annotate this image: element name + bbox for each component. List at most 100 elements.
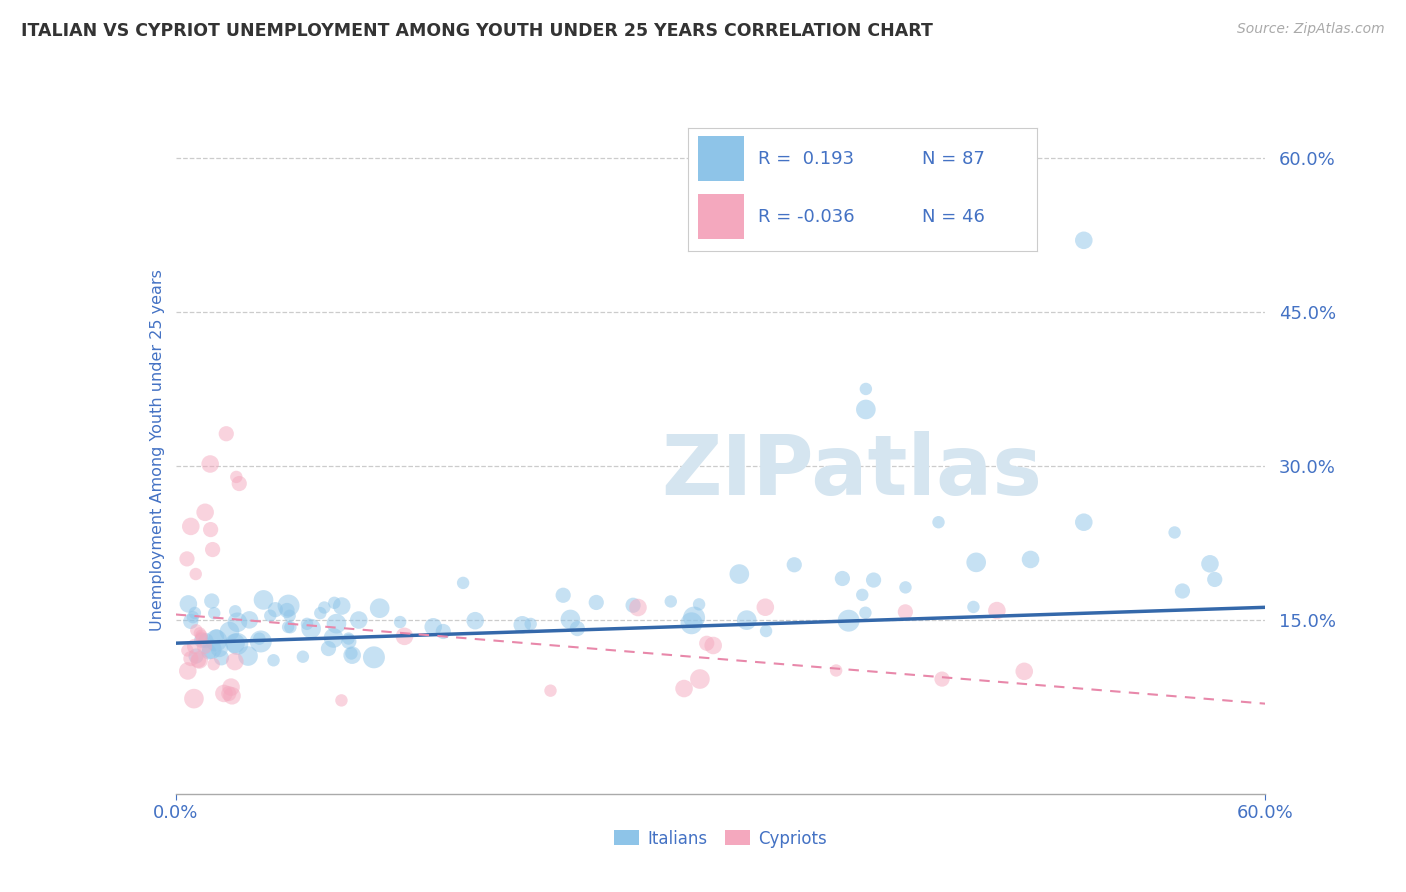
Point <box>184 567 207 582</box>
Point <box>221 689 243 703</box>
Point <box>314 600 336 615</box>
Point <box>218 624 240 639</box>
Point <box>219 680 242 694</box>
Point <box>184 648 207 663</box>
Point <box>198 457 221 471</box>
Point <box>318 641 340 656</box>
Point <box>928 515 950 529</box>
Point <box>323 596 346 610</box>
Point <box>198 645 221 659</box>
Point <box>278 608 301 623</box>
Point <box>190 633 212 648</box>
Point <box>188 653 211 667</box>
Point <box>200 523 222 537</box>
Point <box>1019 552 1042 566</box>
Point <box>309 606 332 620</box>
Point <box>965 555 987 569</box>
Point <box>177 664 200 678</box>
Point <box>194 505 217 519</box>
Point <box>567 622 589 636</box>
Point <box>389 615 412 629</box>
Legend: Italians, Cypriots: Italians, Cypriots <box>607 823 834 855</box>
Point <box>627 600 650 615</box>
Point <box>688 598 710 612</box>
Point <box>855 606 877 620</box>
Point <box>212 686 235 700</box>
Point <box>585 595 607 609</box>
Point <box>432 624 454 639</box>
Point <box>340 647 363 661</box>
Point <box>673 681 696 696</box>
Point <box>263 653 285 667</box>
Point <box>177 597 200 611</box>
Point <box>330 599 353 613</box>
Point <box>831 572 853 586</box>
Point <box>1171 584 1194 599</box>
Point <box>276 603 298 617</box>
Point <box>560 612 582 626</box>
Point <box>347 613 370 627</box>
Point <box>838 614 860 628</box>
Point <box>368 601 391 615</box>
Point <box>188 626 211 640</box>
Point <box>180 651 202 665</box>
Point <box>224 636 246 650</box>
Point <box>211 650 233 665</box>
Point <box>1199 557 1222 571</box>
Text: R = -0.036: R = -0.036 <box>758 208 855 226</box>
Point <box>201 542 224 557</box>
Point <box>894 605 917 619</box>
Point <box>205 633 228 648</box>
Point <box>226 637 249 651</box>
Point <box>259 608 281 623</box>
Point <box>621 599 644 613</box>
Point <box>205 630 228 644</box>
Point <box>683 610 706 624</box>
Point <box>553 588 575 602</box>
Bar <box>699 194 744 239</box>
Point <box>201 594 224 608</box>
Point <box>208 641 231 656</box>
Point <box>325 616 347 631</box>
Point <box>194 633 217 648</box>
Point <box>702 639 724 653</box>
Point <box>218 687 240 701</box>
Point <box>249 634 271 648</box>
Point <box>238 613 260 627</box>
Point <box>215 426 238 441</box>
Point <box>264 602 287 616</box>
Point <box>202 657 225 672</box>
Point <box>277 620 299 634</box>
Point <box>226 615 249 630</box>
Point <box>728 567 751 582</box>
Point <box>236 648 259 663</box>
Text: N = 46: N = 46 <box>921 208 984 226</box>
Point <box>337 634 360 648</box>
Point <box>299 622 322 636</box>
Point <box>1012 665 1035 679</box>
Point <box>783 558 806 572</box>
Point <box>363 650 385 665</box>
Point <box>202 606 225 620</box>
Point <box>190 631 212 645</box>
Point <box>277 599 299 613</box>
Point <box>224 655 246 669</box>
Point <box>337 632 360 646</box>
Y-axis label: Unemployment Among Youth under 25 years: Unemployment Among Youth under 25 years <box>149 269 165 632</box>
Text: Source: ZipAtlas.com: Source: ZipAtlas.com <box>1237 22 1385 37</box>
Point <box>186 624 208 638</box>
Point <box>894 580 917 594</box>
Point <box>986 604 1008 618</box>
Point <box>184 606 207 620</box>
Point <box>394 629 416 643</box>
Point <box>247 632 270 646</box>
Point <box>183 691 205 706</box>
Point <box>755 624 778 638</box>
Point <box>931 672 953 686</box>
Point <box>176 643 198 657</box>
Point <box>1073 233 1095 247</box>
Point <box>322 631 344 645</box>
Point <box>689 672 711 686</box>
Point <box>201 642 224 657</box>
Point <box>510 617 533 632</box>
